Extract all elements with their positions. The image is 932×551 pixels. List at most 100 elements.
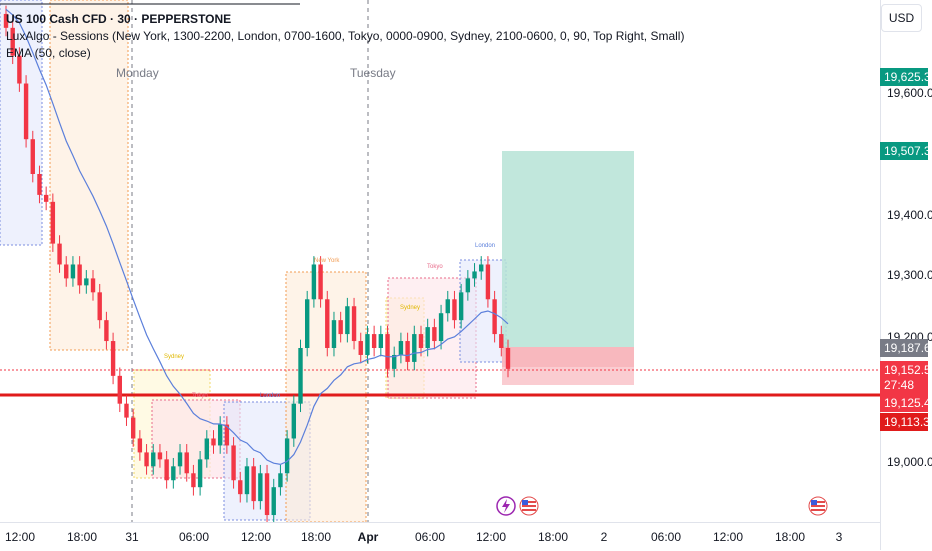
price-label-stop: 19,113.3 bbox=[880, 413, 930, 431]
ema-line bbox=[5, 8, 509, 466]
candle-body bbox=[204, 438, 209, 460]
candle-body bbox=[365, 334, 370, 355]
candle-body bbox=[311, 264, 317, 300]
price-label-ema: 19,187.6 bbox=[880, 339, 931, 357]
candle-body bbox=[305, 299, 310, 348]
candle-body bbox=[144, 452, 149, 467]
candle-body bbox=[284, 438, 290, 474]
time-label: 18:00 bbox=[774, 530, 806, 544]
candle-body bbox=[405, 341, 410, 362]
price-label-last: 19,152.5 bbox=[880, 361, 931, 379]
candle-body bbox=[318, 264, 323, 300]
candle-body bbox=[458, 292, 464, 321]
candle-body bbox=[151, 452, 156, 467]
candle-body bbox=[10, 27, 15, 56]
time-label: 12:00 bbox=[475, 530, 507, 544]
price-tick: 19,600.0 bbox=[887, 86, 932, 100]
indicator-sessions[interactable]: LuxAlgo - Sessions (New York, 1300-2200,… bbox=[6, 29, 685, 43]
time-label: 31 bbox=[125, 530, 139, 544]
candle-body bbox=[177, 452, 183, 467]
candle-body bbox=[331, 320, 337, 348]
candle-body bbox=[17, 55, 22, 84]
candle-body bbox=[57, 243, 62, 265]
candle-body bbox=[472, 271, 477, 279]
candle-body bbox=[412, 334, 417, 362]
candle-body bbox=[3, 13, 9, 28]
time-label: 12:00 bbox=[240, 530, 272, 544]
candle-body bbox=[97, 292, 102, 321]
time-axis[interactable] bbox=[0, 522, 880, 551]
candle-body bbox=[117, 375, 122, 404]
price-tick: 19,300.0 bbox=[887, 268, 932, 282]
candle-body bbox=[385, 334, 390, 369]
time-label: 3 bbox=[835, 530, 843, 544]
lightning-event-icon[interactable] bbox=[496, 496, 516, 516]
indicator-ema[interactable]: EMA (50, close) bbox=[6, 46, 91, 60]
candle-body bbox=[164, 459, 169, 481]
candle-body bbox=[338, 320, 343, 335]
candle-body bbox=[264, 473, 270, 516]
candle-body bbox=[130, 417, 136, 439]
stop-loss-zone-strong bbox=[502, 347, 634, 367]
price-axis[interactable] bbox=[880, 0, 932, 550]
candle-body bbox=[137, 438, 143, 453]
candle-body bbox=[30, 139, 35, 174]
price-tick: 19,400.0 bbox=[887, 208, 932, 222]
candle-body bbox=[432, 327, 437, 342]
candle-body bbox=[70, 264, 76, 279]
candle-body bbox=[298, 348, 303, 404]
candle-body bbox=[124, 403, 129, 418]
candle-body bbox=[371, 334, 377, 348]
day-label-tuesday: Tuesday bbox=[350, 66, 396, 80]
price-chart[interactable] bbox=[0, 0, 880, 522]
candle-body bbox=[157, 452, 163, 460]
candle-body bbox=[43, 194, 49, 202]
candle-body bbox=[191, 473, 196, 488]
candle-body bbox=[278, 473, 283, 488]
candle-body bbox=[392, 354, 397, 369]
time-label: Apr bbox=[357, 530, 379, 544]
us-flag-event-icon-1[interactable] bbox=[519, 496, 539, 516]
candle-body bbox=[217, 424, 223, 446]
session-label-sydney-2: Sydney bbox=[400, 305, 421, 311]
candle-body bbox=[171, 466, 176, 481]
candle-body bbox=[291, 403, 297, 439]
take-profit-zone bbox=[502, 151, 634, 347]
price-label-high: 19,625.3 bbox=[880, 68, 931, 86]
candle-body bbox=[231, 445, 236, 481]
us-flag-event-icon-2[interactable] bbox=[808, 496, 828, 516]
candle-body bbox=[90, 278, 96, 293]
candle-body bbox=[77, 264, 82, 286]
candle-body bbox=[479, 264, 484, 272]
time-label: 06:00 bbox=[414, 530, 446, 544]
countdown-label: 27:48 bbox=[880, 376, 928, 394]
candle-body bbox=[505, 348, 511, 369]
session-label-tokyo-1: Tokyo bbox=[192, 393, 208, 399]
currency-button[interactable]: USD bbox=[881, 4, 922, 32]
time-label: 2 bbox=[600, 530, 608, 544]
candle-body bbox=[197, 459, 203, 488]
candle-body bbox=[358, 341, 363, 355]
tokyo-session-box-1 bbox=[0, 0, 43, 246]
candles bbox=[3, 5, 511, 522]
candle-body bbox=[110, 341, 116, 376]
candle-body bbox=[23, 83, 29, 140]
time-label: 12:00 bbox=[4, 530, 36, 544]
chart-legend: US 100 Cash CFD · 30 · PEPPERSTONE LuxAl… bbox=[6, 11, 684, 62]
candle-body bbox=[50, 201, 56, 244]
session-label-tokyo-2: Tokyo bbox=[427, 264, 443, 270]
candle-body bbox=[251, 466, 256, 502]
symbol-title[interactable]: US 100 Cash CFD · 30 · PEPPERSTONE bbox=[6, 12, 232, 26]
candle-body bbox=[445, 299, 450, 314]
candle-body bbox=[351, 306, 357, 342]
session-boxes bbox=[0, 0, 507, 522]
candle-body bbox=[398, 341, 404, 355]
candle-body bbox=[425, 327, 430, 348]
candle-body bbox=[438, 313, 444, 342]
candle-body bbox=[37, 174, 42, 195]
price-label-entry: 19,125.4 bbox=[880, 394, 931, 412]
session-label-london-2: London bbox=[475, 243, 496, 249]
london-session-box-1 bbox=[49, 0, 129, 351]
candle-body bbox=[499, 334, 504, 348]
candle-body bbox=[485, 264, 491, 300]
